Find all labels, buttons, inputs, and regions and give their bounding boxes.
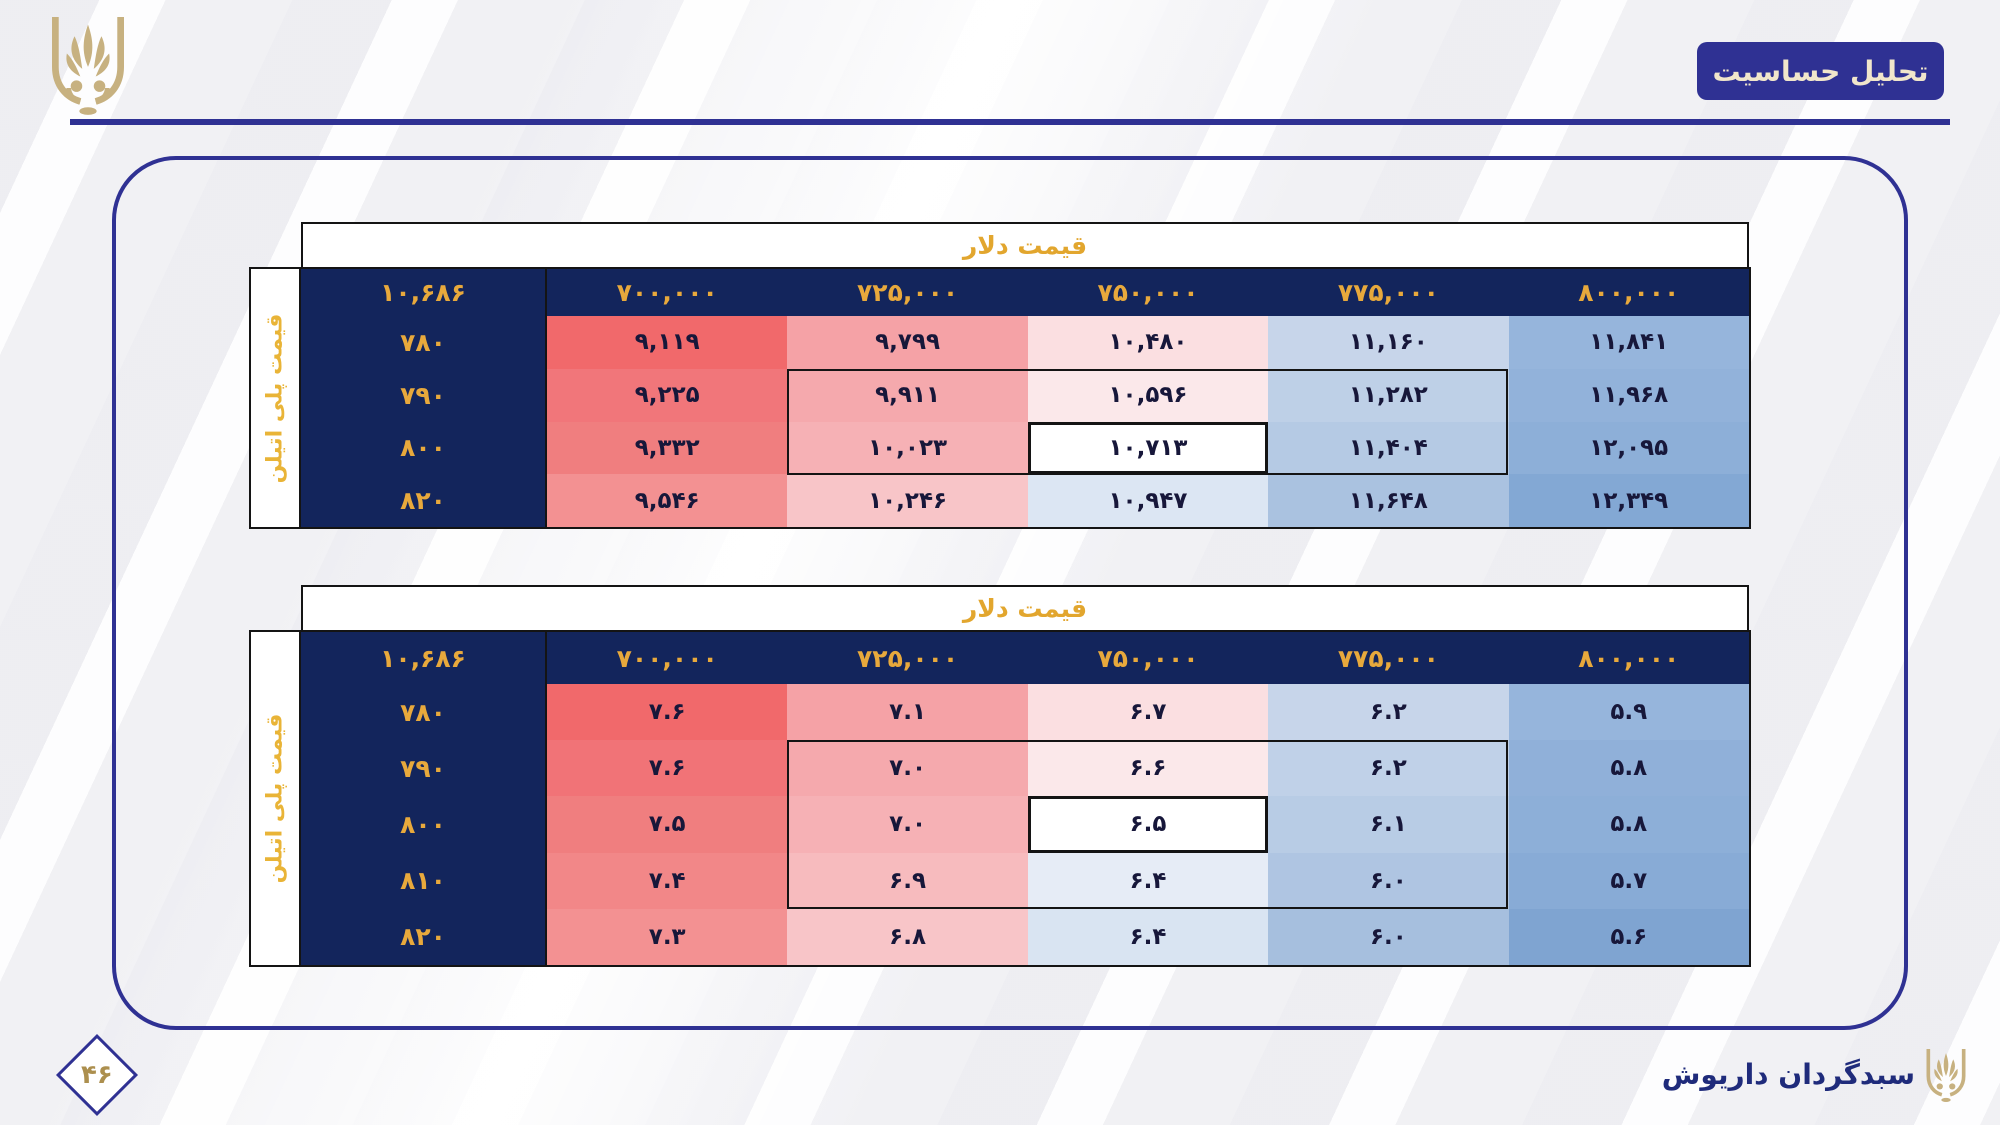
- row-header: ۸۰۰: [301, 421, 547, 475]
- row-header: ۸۲۰: [301, 908, 547, 965]
- data-cell: ۱۱,۹۶۸: [1508, 368, 1749, 422]
- row-header: ۸۱۰: [301, 852, 547, 909]
- col-header: ۷۲۵,۰۰۰: [787, 269, 1028, 316]
- slide-title-badge: تحلیل حساسیت: [1697, 42, 1944, 100]
- col-header: ۷۷۵,۰۰۰: [1268, 632, 1509, 684]
- col-header: ۸۰۰,۰۰۰: [1508, 632, 1749, 684]
- corner-cell: ۱۰,۶۸۶: [301, 632, 547, 684]
- data-cell: ۶.۶: [1027, 740, 1269, 797]
- data-cell: ۶.۰: [1268, 852, 1509, 909]
- data-cell: ۶.۴: [1027, 852, 1269, 909]
- data-cell: ۵.۸: [1508, 796, 1749, 853]
- data-cell: ۱۰,۰۲۳: [787, 421, 1028, 475]
- header-divider: [70, 119, 1950, 125]
- data-cell: ۶.۸: [787, 908, 1028, 965]
- page-number-diamond: ۴۶: [55, 1033, 139, 1117]
- data-cell: ۶.۴: [1027, 908, 1269, 965]
- col-header: ۷۰۰,۰۰۰: [547, 632, 788, 684]
- sensitivity-table-npv: قیمت دلار قیمت پلی اتیلن ۱۰,۶۸۶ ۷۰۰,۰۰۰ ۷۲…: [249, 222, 1751, 529]
- data-cell: ۵.۷: [1508, 852, 1749, 909]
- side-axis-label-text: قیمت پلی اتیلن: [262, 713, 288, 884]
- row-header: ۷۸۰: [301, 316, 547, 369]
- side-axis-label: قیمت پلی اتیلن: [249, 267, 301, 529]
- data-cell: ۱۰,۲۴۶: [787, 474, 1028, 527]
- side-axis-label: قیمت پلی اتیلن: [249, 630, 301, 967]
- data-cell: ۹,۳۳۲: [547, 421, 788, 475]
- data-cell: ۱۱,۲۸۲: [1268, 368, 1509, 422]
- data-cell: ۵.۹: [1508, 684, 1749, 741]
- data-cell: ۶.۷: [1027, 684, 1269, 741]
- table-title: قیمت دلار: [301, 222, 1749, 269]
- data-cell: ۵.۸: [1508, 740, 1749, 797]
- data-cell: ۹,۷۹۹: [787, 316, 1028, 369]
- col-header: ۷۵۰,۰۰۰: [1027, 632, 1269, 684]
- data-cell: ۶.۰: [1268, 908, 1509, 965]
- data-cell: ۱۱,۴۰۴: [1268, 421, 1509, 475]
- data-cell: ۷.۳: [547, 908, 788, 965]
- data-cell: ۱۲,۰۹۵: [1508, 421, 1749, 475]
- heatmap-grid: ۱۰,۶۸۶ ۷۰۰,۰۰۰ ۷۲۵,۰۰۰ ۷۵۰,۰۰۰ ۷۷۵,۰۰۰ ۸۰۰,۰۰…: [299, 630, 1751, 967]
- corner-cell: ۱۰,۶۸۶: [301, 269, 547, 316]
- data-cell: ۷.۰: [787, 796, 1028, 853]
- row-header: ۷۸۰: [301, 684, 547, 741]
- data-cell: ۹,۲۲۵: [547, 368, 788, 422]
- col-header: ۷۲۵,۰۰۰: [787, 632, 1028, 684]
- data-cell: ۵.۶: [1508, 908, 1749, 965]
- data-cell: ۶.۲: [1268, 684, 1509, 741]
- data-cell: ۷.۱: [787, 684, 1028, 741]
- data-cell: ۱۱,۱۶۰: [1268, 316, 1509, 369]
- company-logo-icon: [52, 17, 124, 115]
- data-cell: ۹,۹۱۱: [787, 368, 1028, 422]
- col-header: ۷۷۵,۰۰۰: [1268, 269, 1509, 316]
- data-cell: ۶.۹: [787, 852, 1028, 909]
- row-header: ۷۹۰: [301, 740, 547, 797]
- page-number: ۴۶: [81, 1060, 113, 1090]
- data-cell: ۱۱,۸۴۱: [1508, 316, 1749, 369]
- table-title: قیمت دلار: [301, 585, 1749, 632]
- data-cell: ۱۰,۴۸۰: [1027, 316, 1269, 369]
- data-cell: ۶.۲: [1268, 740, 1509, 797]
- data-cell: ۱۲,۳۴۹: [1508, 474, 1749, 527]
- col-header: ۷۵۰,۰۰۰: [1027, 269, 1269, 316]
- data-cell: ۱۱,۶۴۸: [1268, 474, 1509, 527]
- content-frame: [112, 156, 1908, 1030]
- slide-title-text: تحلیل حساسیت: [1712, 54, 1929, 88]
- row-header: ۸۰۰: [301, 796, 547, 853]
- data-cell: ۷.۶: [547, 740, 788, 797]
- data-cell: ۷.۴: [547, 852, 788, 909]
- side-axis-label-text: قیمت پلی اتیلن: [262, 313, 288, 483]
- data-cell: ۷.۶: [547, 684, 788, 741]
- data-cell: ۷.۰: [787, 740, 1028, 797]
- col-header: ۸۰۰,۰۰۰: [1508, 269, 1749, 316]
- sensitivity-table-ratio: قیمت دلار قیمت پلی اتیلن ۱۰,۶۸۶ ۷۰۰,۰۰۰ ۷۲…: [249, 585, 1751, 967]
- row-header: ۸۲۰: [301, 474, 547, 527]
- data-cell: ۶.۱: [1268, 796, 1509, 853]
- footer-company-name: سبدگردان داریوش: [1661, 1058, 1915, 1091]
- data-cell: ۹,۵۴۶: [547, 474, 788, 527]
- base-case-cell: ۱۰,۷۱۳: [1027, 421, 1269, 475]
- row-header: ۷۹۰: [301, 368, 547, 422]
- footer-logo-icon: [1926, 1049, 1966, 1103]
- col-header: ۷۰۰,۰۰۰: [547, 269, 788, 316]
- data-cell: ۱۰,۹۴۷: [1027, 474, 1269, 527]
- data-cell: ۹,۱۱۹: [547, 316, 788, 369]
- base-case-cell: ۶.۵: [1027, 796, 1269, 853]
- heatmap-grid: ۱۰,۶۸۶ ۷۰۰,۰۰۰ ۷۲۵,۰۰۰ ۷۵۰,۰۰۰ ۷۷۵,۰۰۰ ۸۰۰,۰۰…: [299, 267, 1751, 529]
- data-cell: ۷.۵: [547, 796, 788, 853]
- data-cell: ۱۰,۵۹۶: [1027, 368, 1269, 422]
